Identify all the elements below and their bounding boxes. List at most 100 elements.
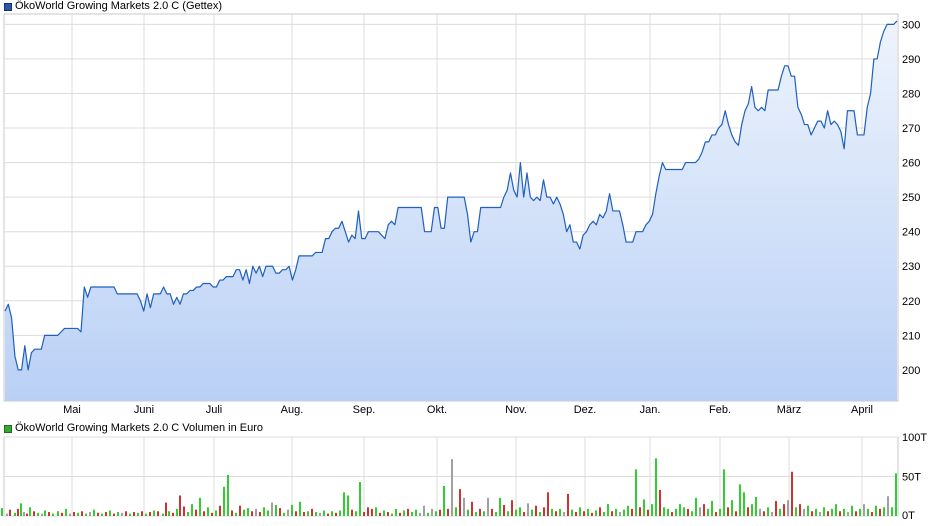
volume-bar (599, 507, 601, 516)
volume-bar (783, 504, 785, 516)
x-tick-label: Sep. (353, 404, 376, 416)
volume-bar (527, 503, 529, 516)
volume-bar (707, 508, 709, 516)
volume-bar (239, 505, 241, 516)
volume-bar (89, 512, 91, 516)
volume-bar (407, 508, 409, 516)
volume-bar (427, 512, 429, 516)
volume-bar (37, 512, 39, 516)
volume-bar (487, 497, 489, 516)
volume-bar (671, 512, 673, 516)
x-tick-label: Feb. (709, 404, 731, 416)
volume-bar (799, 504, 801, 516)
volume-bar (447, 508, 449, 516)
volume-bar (287, 509, 289, 516)
volume-bar (563, 512, 565, 516)
volume-bar (153, 510, 155, 516)
volume-bar (391, 513, 393, 516)
volume-bar (101, 513, 103, 516)
volume-bar (57, 511, 59, 516)
volume-bar (6, 513, 8, 516)
volume-bar (371, 508, 373, 516)
volume-bar (887, 496, 889, 516)
volume-bar (763, 511, 765, 516)
volume-bar (231, 510, 233, 516)
volume-bar (215, 510, 217, 516)
volume-bar (195, 509, 197, 516)
volume-bar (343, 492, 345, 516)
volume-bar (847, 512, 849, 516)
legend-volume-swatch (4, 424, 12, 433)
volume-bar (655, 458, 657, 516)
volume-bar (255, 508, 257, 516)
volume-bar (839, 511, 841, 516)
volume-bar (299, 501, 301, 516)
volume-bar (251, 511, 253, 516)
volume-bar (723, 469, 725, 516)
volume-bar (743, 492, 745, 516)
volume-bar (751, 504, 753, 516)
volume-bar (44, 510, 46, 516)
volume-bar (795, 507, 797, 516)
volume-bar (819, 512, 821, 516)
volume-bar (419, 512, 421, 516)
y-tick-label: 210 (902, 330, 920, 342)
volume-bar (675, 508, 677, 516)
x-tick-label: Mai (63, 404, 81, 416)
volume-bar (559, 508, 561, 516)
volume-bar (635, 469, 637, 516)
volume-bar (695, 497, 697, 516)
volume-bar (243, 509, 245, 516)
volume-bar (85, 513, 87, 516)
volume-bar (263, 507, 265, 516)
volume-bar (627, 505, 629, 516)
volume-bar (467, 509, 469, 516)
price-area (5, 20, 897, 401)
volume-bar (631, 508, 633, 516)
volume-bar (403, 510, 405, 516)
volume-bar (157, 511, 159, 516)
volume-bar (543, 507, 545, 516)
volume-bar (531, 509, 533, 516)
volume-bar (895, 473, 897, 516)
volume-bar (803, 508, 805, 516)
volume-panel: 0T 50T 100T (1, 432, 927, 522)
volume-bar (179, 495, 181, 516)
volume-bar (811, 511, 813, 516)
volume-bar (615, 508, 617, 516)
volume-bar (739, 484, 741, 516)
volume-bar (223, 486, 225, 516)
x-tick-label: Juli (206, 404, 223, 416)
volume-bar (719, 508, 721, 516)
volume-bar (499, 497, 501, 516)
volume-bar (667, 508, 669, 516)
volume-bar (859, 508, 861, 516)
volume-bar (591, 512, 593, 516)
volume-bar (162, 513, 164, 516)
volume-bar (651, 504, 653, 516)
x-tick-label: März (777, 404, 801, 416)
volume-bar (319, 512, 321, 516)
volume-bar (771, 512, 773, 516)
volume-bar (379, 512, 381, 516)
volume-bar (779, 508, 781, 516)
volume-bar (663, 507, 665, 516)
volume-bar (495, 512, 497, 516)
volume-bar (81, 511, 83, 516)
y-tick-label: 220 (902, 296, 920, 308)
volume-bar (555, 511, 557, 516)
volume-bar (883, 507, 885, 516)
volume-bar (611, 511, 613, 516)
volume-bar (479, 508, 481, 516)
volume-bar (515, 509, 517, 516)
volume-bar (323, 510, 325, 516)
volume-bar (48, 512, 50, 516)
volume-bar (219, 505, 221, 516)
volume-bar (843, 508, 845, 516)
volume-bar (307, 511, 309, 516)
volume-bar (61, 512, 63, 516)
volume-bar (271, 502, 273, 516)
volume-bar (483, 511, 485, 516)
volume-bar (73, 512, 75, 516)
